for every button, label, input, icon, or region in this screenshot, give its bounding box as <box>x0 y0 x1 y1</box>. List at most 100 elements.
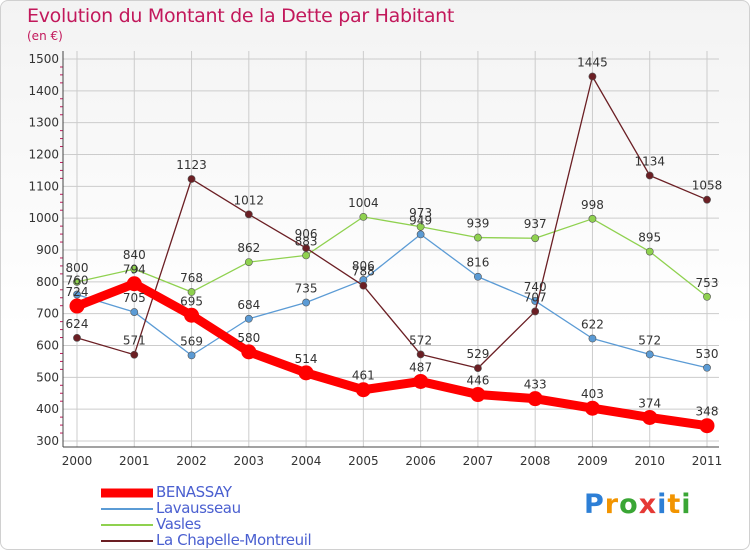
data-label: 580 <box>237 331 260 345</box>
data-label: 461 <box>352 369 375 383</box>
data-labels: 760 705 569 684 735 806 949 816 740 622 572 530 800 8… <box>66 56 723 419</box>
data-point-vasles <box>302 251 310 260</box>
data-label: 707 <box>524 290 547 304</box>
logo-letter: P <box>584 489 605 520</box>
data-label: 937 <box>524 217 547 231</box>
data-point-benassay <box>69 298 85 314</box>
data-point-la-chapelle-montreuil <box>359 281 368 290</box>
data-label: 768 <box>180 271 203 285</box>
y-tick-label: 800 <box>36 275 59 289</box>
x-tick-label: 2008 <box>520 454 551 468</box>
data-point-lavausseau <box>588 334 597 343</box>
data-label: 973 <box>409 206 432 220</box>
x-tick-label: 2009 <box>577 454 608 468</box>
data-point-benassay <box>642 409 658 425</box>
data-label: 806 <box>352 259 375 273</box>
y-tick-label: 1000 <box>28 211 59 225</box>
series-line-vasles <box>76 216 708 298</box>
data-point-lavausseau <box>474 272 482 281</box>
data-point-benassay <box>413 373 429 389</box>
data-point-benassay <box>699 418 715 434</box>
data-label: 1004 <box>348 196 379 210</box>
data-point-vasles <box>73 277 81 286</box>
data-label: 862 <box>237 241 260 255</box>
data-label: 403 <box>581 387 604 401</box>
logo-letter: i <box>657 489 668 520</box>
data-point-lavausseau <box>73 290 81 299</box>
data-point-la-chapelle-montreuil <box>531 307 540 316</box>
data-label: 571 <box>123 334 146 348</box>
line-chart: 300 400 500 600 700 800 900 1000 1100 1200 1300 140… <box>28 51 723 468</box>
y-tick-label: 1400 <box>28 84 59 98</box>
data-label: 724 <box>66 285 89 299</box>
x-tick-label: 2007 <box>463 454 494 468</box>
data-label: 572 <box>409 333 432 347</box>
data-point-benassay <box>184 307 200 323</box>
data-point-la-chapelle-montreuil <box>244 210 253 219</box>
x-tick-label: 2003 <box>234 454 265 468</box>
x-tick-label: 2004 <box>291 454 322 468</box>
data-point-lavausseau <box>130 308 139 316</box>
data-point-vasles <box>703 292 711 301</box>
data-point-lavausseau <box>187 351 196 360</box>
data-point-vasles <box>244 258 253 266</box>
data-label: 1058 <box>692 179 723 193</box>
data-point-la-chapelle-montreuil <box>130 350 139 359</box>
data-label: 348 <box>696 405 719 419</box>
data-point-lavausseau <box>645 350 654 359</box>
data-point-vasles <box>645 247 654 256</box>
data-label: 530 <box>696 347 719 361</box>
x-tick-label: 2011 <box>692 454 723 468</box>
chart-subtitle: (en €) <box>27 29 63 43</box>
logo-letter: o <box>619 489 639 520</box>
data-point-benassay <box>584 400 600 416</box>
data-point-benassay <box>126 276 142 292</box>
proxiti-logo: Proxiti <box>584 489 692 520</box>
data-label: 572 <box>638 333 661 347</box>
logo-letter: x <box>638 489 658 520</box>
legend-label: La Chapelle-Montreuil <box>156 531 312 549</box>
data-label: 906 <box>295 227 318 241</box>
data-label: 840 <box>123 248 146 262</box>
x-tick-label: 2005 <box>348 454 379 468</box>
y-tick-label: 900 <box>36 243 59 257</box>
data-point-benassay <box>298 365 314 381</box>
logo-letter: r <box>604 489 620 520</box>
data-label: 487 <box>409 360 432 374</box>
data-point-la-chapelle-montreuil <box>73 333 81 342</box>
data-point-benassay <box>355 382 371 398</box>
data-label: 760 <box>66 274 89 288</box>
data-label: 1123 <box>176 158 207 172</box>
data-point-la-chapelle-montreuil <box>187 175 196 183</box>
data-point-la-chapelle-montreuil <box>302 244 310 252</box>
data-label: 684 <box>237 298 260 312</box>
data-point-lavausseau <box>302 298 310 307</box>
data-point-vasles <box>130 265 139 273</box>
y-tick-label: 1100 <box>28 179 59 193</box>
data-label: 1445 <box>577 56 608 70</box>
data-label: 624 <box>66 317 89 331</box>
data-label: 735 <box>295 282 318 296</box>
data-label: 788 <box>352 265 375 279</box>
data-label: 895 <box>638 231 661 245</box>
legend-label: Lavausseau <box>156 499 241 517</box>
data-point-vasles <box>187 288 196 296</box>
data-point-benassay <box>470 387 486 403</box>
data-label: 816 <box>466 256 489 270</box>
data-label: 374 <box>638 396 661 410</box>
series-line-lavausseau <box>76 233 708 369</box>
y-tick-label: 300 <box>36 434 59 448</box>
data-label: 794 <box>123 263 146 277</box>
data-label: 529 <box>466 347 489 361</box>
data-point-la-chapelle-montreuil <box>645 171 654 180</box>
x-tick-label: 2006 <box>405 454 436 468</box>
y-tick-label: 700 <box>36 307 59 321</box>
series-line-la-chapelle-montreuil <box>76 75 708 369</box>
data-point-la-chapelle-montreuil <box>474 364 482 373</box>
legend-swatch <box>101 488 153 498</box>
data-label: 998 <box>581 198 604 212</box>
data-label: 569 <box>180 334 203 348</box>
data-label: 514 <box>295 352 318 366</box>
legend-swatch <box>101 524 153 526</box>
y-tick-label: 600 <box>36 339 59 353</box>
